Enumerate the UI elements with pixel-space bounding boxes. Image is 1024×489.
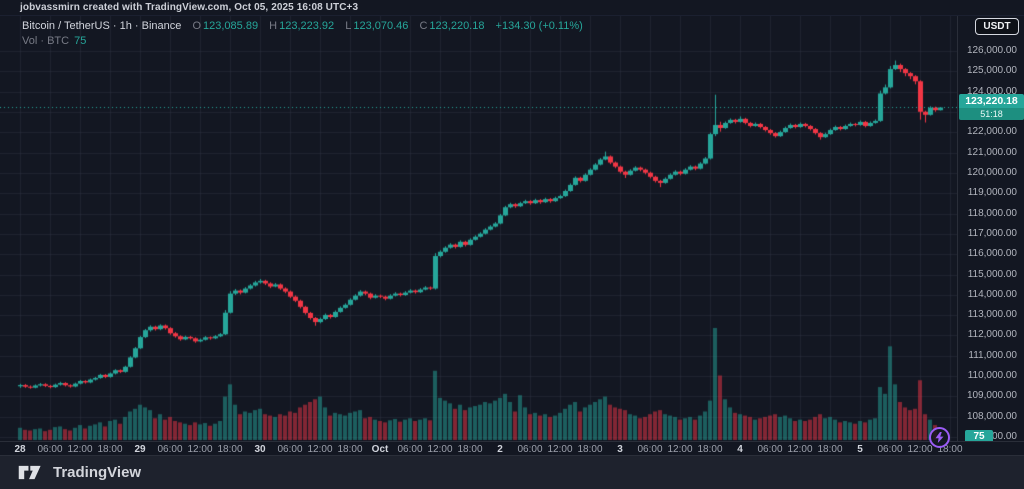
price-axis-label: 109,000.00 bbox=[966, 390, 1017, 402]
price-axis-label: 114,000.00 bbox=[967, 288, 1017, 300]
time-axis-label: 12:00 bbox=[187, 444, 213, 455]
close-label: C bbox=[419, 20, 428, 32]
watermark-text: jobvassmirn created with TradingView.com… bbox=[20, 2, 359, 13]
time-axis-label: 29 bbox=[134, 444, 146, 455]
price-axis-label: 124,000.00 bbox=[966, 85, 1017, 97]
time-axis-label: 18:00 bbox=[817, 444, 843, 455]
time-axis-label: 18:00 bbox=[97, 444, 123, 455]
time-axis-label: 18:00 bbox=[217, 444, 243, 455]
lightning-bolt-glyph bbox=[935, 432, 944, 443]
time-axis-label: 06:00 bbox=[397, 444, 423, 455]
time-axis-label: 12:00 bbox=[667, 444, 693, 455]
time-axis-label: Oct bbox=[371, 444, 389, 455]
price-axis-label: 117,000.00 bbox=[967, 227, 1017, 239]
time-axis-label: 06:00 bbox=[37, 444, 63, 455]
price-axis-label: 115,000.00 bbox=[967, 268, 1017, 280]
legend-symbol-row: Bitcoin / TetherUS · 1h · Binance O 123,0… bbox=[22, 19, 583, 34]
time-axis-label: 18:00 bbox=[577, 444, 603, 455]
low-label: L bbox=[345, 20, 352, 32]
volume-value: 75 bbox=[74, 35, 87, 47]
price-axis-label: 112,000.00 bbox=[967, 329, 1017, 341]
volume-badge: 75 bbox=[965, 430, 993, 443]
time-axis[interactable]: 28 06:00 12:00 18:00 29 06:00 12:00 18:00 30 06:0… bbox=[0, 441, 1024, 457]
close-value: 123,220.18 bbox=[429, 20, 485, 32]
price-axis-label: 110,000.00 bbox=[967, 370, 1017, 382]
footer-bar: TradingView bbox=[0, 455, 1024, 489]
time-axis-label: 06:00 bbox=[277, 444, 303, 455]
candlestick-chart[interactable] bbox=[0, 16, 957, 441]
time-axis-label: 12:00 bbox=[427, 444, 453, 455]
price-axis-label: 121,000.00 bbox=[966, 146, 1017, 158]
currency-toggle-button[interactable]: USDT bbox=[975, 18, 1019, 35]
time-axis-label: 12:00 bbox=[907, 444, 933, 455]
time-axis-label: 30 bbox=[254, 444, 266, 455]
price-axis-label: 108,000.00 bbox=[966, 410, 1017, 422]
last-price-badge: 123,220.18 51:18 bbox=[959, 94, 1024, 121]
time-axis-label: 06:00 bbox=[517, 444, 543, 455]
open-label: O bbox=[192, 20, 202, 32]
tradingview-logo[interactable] bbox=[18, 464, 45, 481]
time-axis-label: 3 bbox=[617, 444, 623, 455]
time-axis-label: 5 bbox=[857, 444, 863, 455]
watermark-bar: jobvassmirn created with TradingView.com… bbox=[0, 0, 1024, 16]
time-axis-label: 18:00 bbox=[937, 444, 963, 455]
price-axis-label: 126,000.00 bbox=[966, 45, 1017, 56]
low-value: 123,070.46 bbox=[353, 20, 409, 32]
price-axis-label: 113,000.00 bbox=[967, 309, 1017, 321]
time-axis-label: 12:00 bbox=[307, 444, 333, 455]
chart-pane: Bitcoin / TetherUS · 1h · Binance O 123,0… bbox=[0, 16, 1024, 457]
time-axis-label: 06:00 bbox=[757, 444, 783, 455]
price-axis-label: 125,000.00 bbox=[966, 65, 1017, 77]
high-label: H bbox=[269, 20, 278, 32]
price-axis[interactable]: 123,220.18 51:18 75 126,000.00 125,000.00… bbox=[957, 16, 1024, 443]
price-axis-label: 122,000.00 bbox=[966, 126, 1017, 138]
change-value: +134.30 (+0.11%) bbox=[495, 20, 583, 32]
time-axis-label: 28 bbox=[14, 444, 26, 455]
tradingview-brand[interactable]: TradingView bbox=[53, 464, 142, 481]
bar-countdown: 51:18 bbox=[959, 108, 1024, 121]
time-axis-label: 18:00 bbox=[697, 444, 723, 455]
time-axis-label: 06:00 bbox=[637, 444, 663, 455]
time-axis-label: 06:00 bbox=[157, 444, 183, 455]
time-axis-label: 4 bbox=[737, 444, 743, 455]
legend-volume-row: Vol · BTC 75 bbox=[22, 34, 583, 49]
time-axis-label: 12:00 bbox=[787, 444, 813, 455]
time-axis-label: 18:00 bbox=[457, 444, 483, 455]
open-value: 123,085.89 bbox=[203, 20, 259, 32]
volume-label: Vol · BTC bbox=[22, 35, 70, 47]
price-axis-label: 111,000.00 bbox=[968, 349, 1017, 361]
symbol-title[interactable]: Bitcoin / TetherUS · 1h · Binance bbox=[22, 20, 182, 32]
price-axis-label: 120,000.00 bbox=[966, 166, 1017, 178]
price-axis-label: 119,000.00 bbox=[967, 187, 1017, 199]
time-axis-label: 06:00 bbox=[877, 444, 903, 455]
time-axis-label: 18:00 bbox=[337, 444, 363, 455]
lightning-icon[interactable] bbox=[929, 427, 950, 448]
time-axis-label: 12:00 bbox=[67, 444, 93, 455]
time-axis-label: 2 bbox=[497, 444, 503, 455]
price-axis-label: 116,000.00 bbox=[967, 248, 1017, 260]
high-value: 123,223.92 bbox=[279, 20, 335, 32]
legend: Bitcoin / TetherUS · 1h · Binance O 123,0… bbox=[22, 19, 583, 49]
price-axis-label: 118,000.00 bbox=[967, 207, 1017, 219]
last-price-value: 123,220.18 bbox=[959, 94, 1024, 109]
time-axis-label: 12:00 bbox=[547, 444, 573, 455]
tradingview-logo-glyph bbox=[18, 465, 41, 480]
